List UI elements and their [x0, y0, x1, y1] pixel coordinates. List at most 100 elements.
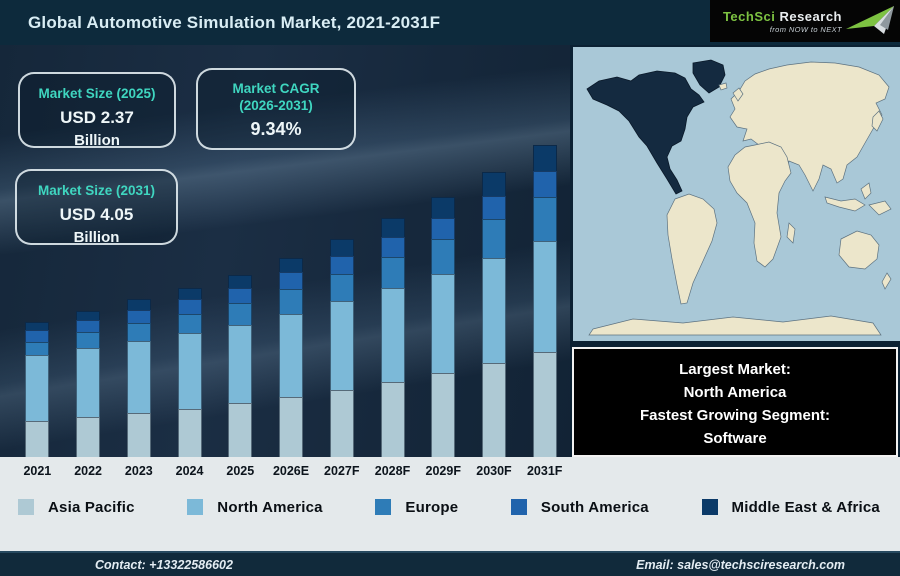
- bar-segment-middle-east-africa: [25, 321, 50, 330]
- page-title: Global Automotive Simulation Market, 202…: [28, 13, 441, 32]
- bar-segment-asia-pacific: [228, 403, 253, 457]
- bar-column-2025: [215, 274, 266, 457]
- x-axis-label: 2031F: [526, 464, 563, 478]
- bar-segment-south-america: [380, 236, 405, 257]
- bar-segment-asia-pacific: [177, 408, 202, 457]
- bar-segment-south-america: [481, 195, 506, 220]
- stat-label-line2: (2026-2031): [239, 98, 313, 113]
- legend: Asia Pacific North America Europe South Ame…: [0, 485, 900, 529]
- footer-bar: Contact: +13322586602 Email: sales@techs…: [0, 551, 900, 576]
- bar-segment-south-america: [177, 299, 202, 314]
- logo-tagline: from NOW to NEXT: [769, 24, 842, 34]
- logo-brand-name: TechSci Research: [723, 9, 842, 24]
- legend-swatch-icon: [187, 499, 204, 515]
- contact-phone: Contact: +13322586602: [95, 557, 233, 572]
- bar-segment-middle-east-africa: [228, 274, 253, 288]
- bar-segment-south-america: [532, 171, 557, 197]
- x-axis-label: 2027F: [324, 464, 360, 478]
- bar-segment-north-america: [279, 313, 304, 397]
- bar-column-2027f: [316, 239, 367, 457]
- stacked-bar-2021: [25, 321, 50, 457]
- bar-segment-middle-east-africa: [380, 218, 405, 237]
- bar-column-2030f: [469, 172, 520, 457]
- bar-segment-middle-east-africa: [431, 196, 456, 218]
- bar-column-2029f: [418, 196, 469, 457]
- bar-segment-europe: [177, 313, 202, 334]
- bar-segment-asia-pacific: [126, 413, 151, 457]
- bar-segment-asia-pacific: [481, 363, 506, 457]
- stat-box-market-size-2031: Market Size (2031) USD 4.05 Billion: [15, 169, 178, 246]
- stacked-bar-2026e: [279, 257, 304, 457]
- stat-value: 9.34%: [250, 119, 302, 139]
- callout-line: Largest Market:: [679, 361, 791, 378]
- bar-segment-asia-pacific: [76, 416, 101, 457]
- bar-segment-europe: [532, 196, 557, 242]
- stat-box-market-cagr: Market CAGR (2026-2031) 9.34%: [196, 68, 356, 150]
- bar-segment-middle-east-africa: [177, 287, 202, 300]
- stat-label: Market Size (2025): [38, 86, 156, 101]
- techsci-logo: TechSci Research from NOW to NEXT: [710, 0, 900, 42]
- stacked-bar-2031f: [532, 145, 557, 457]
- legend-label: Europe: [405, 498, 459, 516]
- bar-segment-south-america: [329, 256, 354, 274]
- bar-segment-north-america: [431, 273, 456, 374]
- bar-segment-north-america: [481, 258, 506, 364]
- x-axis: 2021 2022 2023 2024 2025 2026E 2027F 2028F 2029F…: [12, 457, 570, 485]
- bar-segment-europe: [279, 289, 304, 314]
- legend-label: South America: [540, 498, 649, 516]
- stacked-bar-2025: [228, 274, 253, 457]
- bar-segment-asia-pacific: [279, 396, 304, 457]
- bar-segment-north-america: [228, 324, 253, 404]
- bar-column-2024: [164, 287, 215, 457]
- contact-email: Email: sales@techsciresearch.com: [636, 557, 845, 572]
- bar-segment-south-america: [431, 217, 456, 240]
- stacked-bar-2024: [177, 287, 202, 457]
- bar-column-2023: [113, 299, 164, 457]
- logo-brand-primary: TechSci: [722, 8, 776, 24]
- bar-column-2021: [12, 321, 63, 457]
- x-axis-label: 2025: [226, 464, 255, 478]
- bar-segment-south-america: [126, 309, 151, 324]
- stacked-bar-2030f: [481, 172, 506, 457]
- header-bar: Global Automotive Simulation Market, 202…: [0, 0, 900, 45]
- legend-item-middle-east-africa: Middle East & Africa: [701, 498, 880, 516]
- bar-segment-europe: [431, 239, 456, 274]
- legend-item-asia-pacific: Asia Pacific: [18, 499, 135, 516]
- stacked-bar-2029f: [431, 196, 456, 457]
- legend-label: North America: [217, 498, 323, 516]
- logo-text: TechSci Research from NOW to NEXT: [723, 9, 842, 34]
- bottom-band: 2021 2022 2023 2024 2025 2026E 2027F 2028F 2029F…: [0, 457, 900, 551]
- x-axis-label: 2028F: [374, 464, 411, 478]
- bar-chart: [12, 45, 570, 457]
- legend-label: Middle East & Africa: [731, 498, 880, 516]
- stat-unit: Billion: [73, 229, 120, 246]
- stat-label: Market CAGR: [232, 81, 320, 96]
- stacked-bar-2023: [126, 299, 151, 457]
- x-axis-label: 2029F: [425, 464, 461, 478]
- x-axis-label: 2023: [124, 464, 153, 478]
- arrow-logo-icon: [846, 6, 894, 34]
- x-axis-label: 2022: [74, 464, 102, 478]
- content-row: Market Size (2025) USD 2.37 Billion Mark…: [0, 45, 900, 457]
- bar-column-2028f: [367, 218, 418, 457]
- callout-line: Software: [703, 430, 767, 447]
- bar-segment-north-america: [25, 355, 50, 421]
- bar-segment-south-america: [76, 319, 101, 333]
- legend-label: Asia Pacific: [48, 498, 135, 516]
- bar-column-2031f: [519, 145, 570, 457]
- bar-segment-north-america: [126, 340, 151, 414]
- bar-column-2022: [63, 310, 114, 457]
- bar-segment-north-america: [177, 333, 202, 409]
- bar-segment-europe: [329, 273, 354, 302]
- bar-segment-asia-pacific: [532, 352, 557, 457]
- logo-brand-secondary: Research: [779, 8, 842, 24]
- x-axis-label: 2026E: [272, 464, 310, 478]
- stat-unit: Billion: [74, 132, 120, 149]
- bar-segment-asia-pacific: [329, 390, 354, 457]
- bar-column-2026e: [266, 257, 317, 457]
- bar-segment-asia-pacific: [25, 420, 50, 457]
- stacked-bar-2022: [76, 310, 101, 457]
- bar-segment-europe: [25, 341, 50, 356]
- world-map-svg: [573, 47, 900, 341]
- stat-label: Market Size (2031): [37, 183, 156, 198]
